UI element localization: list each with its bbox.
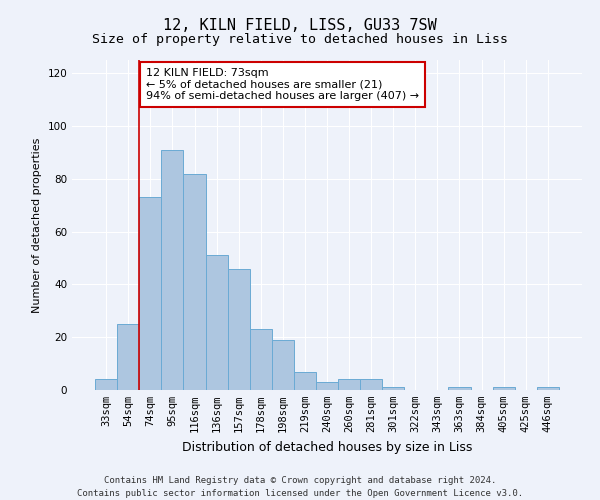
- Bar: [161, 150, 184, 390]
- Bar: [272, 340, 294, 390]
- Bar: [338, 380, 360, 390]
- Bar: [360, 380, 382, 390]
- Text: 12, KILN FIELD, LISS, GU33 7SW: 12, KILN FIELD, LISS, GU33 7SW: [163, 18, 437, 32]
- X-axis label: Distribution of detached houses by size in Liss: Distribution of detached houses by size …: [182, 440, 472, 454]
- Bar: [294, 372, 316, 390]
- Bar: [206, 256, 227, 390]
- Bar: [493, 388, 515, 390]
- Bar: [227, 268, 250, 390]
- Bar: [382, 388, 404, 390]
- Text: Size of property relative to detached houses in Liss: Size of property relative to detached ho…: [92, 32, 508, 46]
- Bar: [95, 380, 117, 390]
- Bar: [537, 388, 559, 390]
- Bar: [184, 174, 206, 390]
- Text: Contains HM Land Registry data © Crown copyright and database right 2024.
Contai: Contains HM Land Registry data © Crown c…: [77, 476, 523, 498]
- Bar: [117, 324, 139, 390]
- Bar: [250, 330, 272, 390]
- Bar: [448, 388, 470, 390]
- Y-axis label: Number of detached properties: Number of detached properties: [32, 138, 42, 312]
- Bar: [316, 382, 338, 390]
- Bar: [139, 198, 161, 390]
- Text: 12 KILN FIELD: 73sqm
← 5% of detached houses are smaller (21)
94% of semi-detach: 12 KILN FIELD: 73sqm ← 5% of detached ho…: [146, 68, 419, 101]
